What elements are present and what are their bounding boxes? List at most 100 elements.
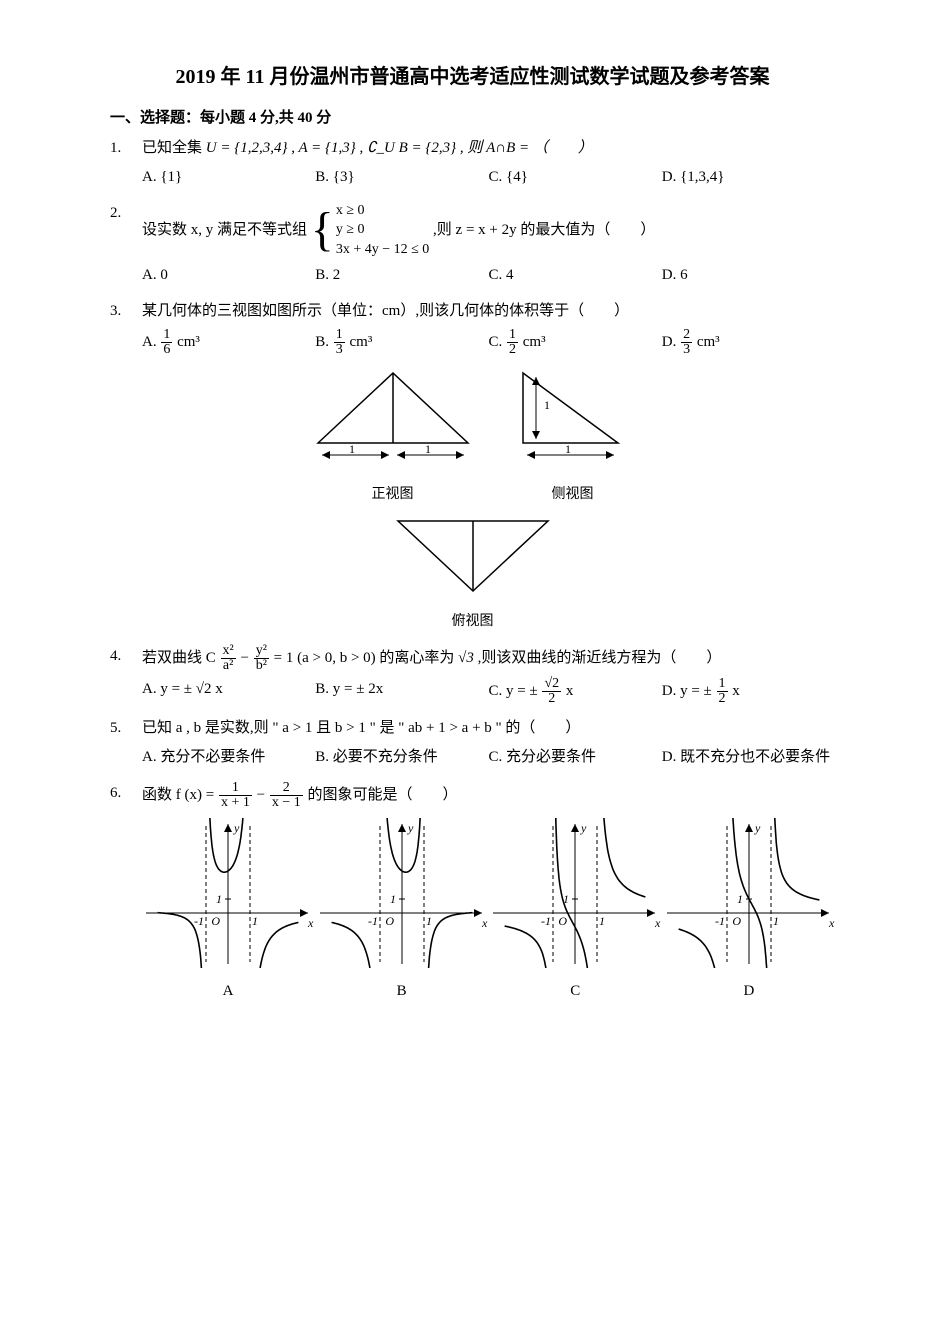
q2-optB: B. 2 [315,263,488,289]
graph-B-icon: -111Oxy [316,818,488,968]
svg-text:O: O [211,914,220,928]
svg-text:1: 1 [426,914,432,928]
svg-text:1: 1 [390,892,396,906]
graph-D-icon: -1 1 1 Ox y [663,818,835,968]
q4-frac1n: x² [221,644,236,659]
q3-text: 某几何体的三视图如图所示（单位：cm）,则该几何体的体积等于（ ） [142,299,835,325]
svg-text:y: y [233,821,240,835]
side-view-icon: 1 1 [508,363,638,473]
q2-options: A. 0 B. 2 C. 4 D. 6 [142,263,835,289]
svg-text:O: O [385,914,394,928]
question-5: 5. 已知 a , b 是实数,则 " a > 1 且 b > 1 " 是 " … [110,716,835,771]
q4-optD: D. y = ± 12 x [662,677,835,706]
q1-optA: A. {1} [142,165,315,191]
q6-post: 的图象可能是（ ） [307,787,457,803]
svg-text:x: x [654,916,661,930]
q2-sys1: x ≥ 0 [336,201,429,221]
side-view-label: 侧视图 [508,483,638,507]
q3-options: A. 16 cm³ B. 13 cm³ C. 12 cm³ D. 23 cm³ [142,328,835,357]
q4-post: ,则该双曲线的渐近线方程为（ ） [478,650,722,666]
svg-text:1: 1 [737,892,743,906]
svg-text:-1: -1 [715,914,725,928]
q4-optC: C. y = ± √22 x [489,677,662,706]
graph-D-label: D [663,979,835,1005]
q5-optC: C. 充分必要条件 [489,745,662,771]
q4-sqrt3: √3 [458,650,474,666]
svg-text:1: 1 [544,398,550,412]
q4-pre: 若双曲线 C [142,650,220,666]
q4-optA: A. y = ± √2 x [142,677,315,706]
svg-text:y: y [754,821,761,835]
q1-num: 1. [110,136,142,162]
q5-optD: D. 既不充分也不必要条件 [662,745,835,771]
q2-optA: A. 0 [142,263,315,289]
q2-optC: C. 4 [489,263,662,289]
q4-num: 4. [110,644,142,670]
svg-text:-1: -1 [194,914,204,928]
q2-sys2: y ≥ 0 [336,220,429,240]
svg-text:-1: -1 [541,914,551,928]
q6-minus: − [257,787,269,803]
q2-optD: D. 6 [662,263,835,289]
svg-text:1: 1 [425,442,431,456]
q6-pre: 函数 f (x) = [142,787,218,803]
q2-num: 2. [110,201,142,227]
page-title: 2019 年 11 月份温州市普通高中选考适应性测试数学试题及参考答案 [110,60,835,94]
svg-text:1: 1 [565,442,571,456]
front-view-label: 正视图 [308,483,478,507]
question-3: 3. 某几何体的三视图如图所示（单位：cm）,则该几何体的体积等于（ ） A. … [110,299,835,634]
svg-text:1: 1 [216,892,222,906]
top-view-icon [388,511,558,601]
q6-f1n: 1 [219,781,252,796]
q1-optB: B. {3} [315,165,488,191]
svg-text:O: O [732,914,741,928]
q1-text: 已知全集 [142,140,206,156]
q1-options: A. {1} B. {3} C. {4} D. {1,3,4} [142,165,835,191]
q3-num: 3. [110,299,142,325]
q3-optA: A. 16 cm³ [142,328,315,357]
q2-system: { x ≥ 0 y ≥ 0 3x + 4y − 12 ≤ 0 [311,201,430,260]
q6-num: 6. [110,781,142,807]
q3-optD: D. 23 cm³ [662,328,835,357]
q4-options: A. y = ± √2 x B. y = ± 2x C. y = ± √22 x… [142,677,835,706]
svg-text:O: O [559,914,568,928]
q6-graphs: -1 1 1 Ox y A -1 1 1 Ox y B -1 1 1 Ox y C -1 1 1 Ox y D [142,818,835,1005]
svg-text:y: y [407,821,414,835]
svg-text:1: 1 [773,914,779,928]
svg-text:x: x [307,916,314,930]
q4-frac1d: a² [221,659,236,673]
q1-expr: U = {1,2,3,4} , A = {1,3} , ∁_U B = {2,3… [206,140,593,156]
svg-text:1: 1 [349,442,355,456]
q2-text-a: 设实数 x, y 满足不等式组 [142,221,311,237]
q5-optA: A. 充分不必要条件 [142,745,315,771]
q5-text: 已知 a , b 是实数,则 " a > 1 且 b > 1 " 是 " ab … [142,716,835,742]
q6-f1d: x + 1 [219,796,252,810]
graph-B-label: B [316,979,488,1005]
question-2: 2. 设实数 x, y 满足不等式组 { x ≥ 0 y ≥ 0 3x + 4y… [110,201,835,289]
q5-options: A. 充分不必要条件 B. 必要不充分条件 C. 充分必要条件 D. 既不充分也… [142,745,835,771]
top-view-label: 俯视图 [388,610,558,634]
q3-views: 1 1 正视图 1 [110,363,835,634]
q1-optC: C. {4} [489,165,662,191]
q3-optB: B. 13 cm³ [315,328,488,357]
q1-optD: D. {1,3,4} [662,165,835,191]
graph-C-label: C [489,979,661,1005]
question-1: 1. 已知全集 U = {1,2,3,4} , A = {1,3} , ∁_U … [110,136,835,191]
graph-A-label: A [142,979,314,1005]
graph-A-icon: -1 1 1 Ox y [142,818,314,968]
q3-optC: C. 12 cm³ [489,328,662,357]
svg-text:y: y [580,821,587,835]
question-4: 4. 若双曲线 C x²a² − y²b² = 1 (a > 0, b > 0)… [110,644,835,706]
q2-sys3: 3x + 4y − 12 ≤ 0 [336,240,429,260]
graph-C-icon: -111Oxy [489,818,661,968]
q4-frac2n: y² [254,644,269,659]
q6-f2d: x − 1 [270,796,303,810]
svg-text:x: x [828,916,835,930]
q4-frac2d: b² [254,659,269,673]
q4-minus: − [240,650,252,666]
svg-text:-1: -1 [368,914,378,928]
svg-text:1: 1 [252,914,258,928]
q2-text-b: ,则 z = x + 2y 的最大值为（ ） [433,221,655,237]
q5-optB: B. 必要不充分条件 [315,745,488,771]
front-view-icon: 1 1 [308,363,478,473]
